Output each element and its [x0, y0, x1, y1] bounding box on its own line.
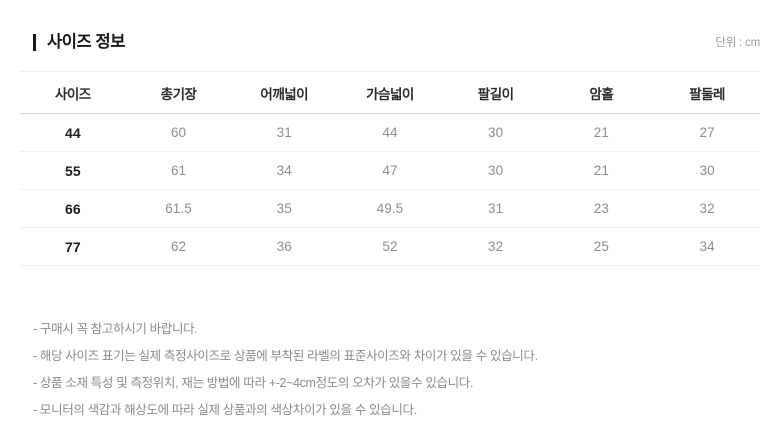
cell-sleeve-length: 32 [442, 227, 549, 266]
cell-total-length: 62 [125, 227, 232, 266]
column-header-size: 사이즈 [20, 71, 126, 114]
column-header-sleeve-circumference: 팔둘레 [654, 71, 760, 114]
note-item: - 해당 사이즈 표기는 실제 측정사이즈로 상품에 부착된 라벨의 표준사이즈… [33, 349, 538, 363]
cell-shoulder-width: 34 [231, 151, 338, 190]
page-title: 사이즈 정보 [33, 26, 125, 58]
cell-size: 77 [20, 227, 126, 266]
cell-sleeve-circumference: 32 [654, 189, 760, 228]
title-accent-bar [33, 33, 36, 51]
cell-sleeve-circumference: 34 [654, 227, 760, 266]
section-header: 사이즈 정보 단위 : cm [0, 26, 780, 58]
cell-chest-width: 44 [337, 113, 443, 152]
size-chart-table: 사이즈 총기장 어깨넓이 가슴넓이 팔길이 암홀 팔둘레 44 60 31 44… [20, 71, 760, 266]
cell-size: 55 [20, 151, 126, 190]
table-header-row: 사이즈 총기장 어깨넓이 가슴넓이 팔길이 암홀 팔둘레 [20, 71, 760, 114]
notes-list: - 구매시 꼭 참고하시기 바랍니다. - 해당 사이즈 표기는 실제 측정사이… [33, 316, 753, 424]
cell-size: 44 [20, 113, 126, 152]
cell-shoulder-width: 31 [231, 113, 338, 152]
cell-armhole: 23 [548, 189, 655, 228]
cell-shoulder-width: 36 [231, 227, 338, 266]
column-header-shoulder-width: 어깨넓이 [231, 71, 338, 114]
note-item: - 구매시 꼭 참고하시기 바랍니다. [33, 322, 198, 336]
table-body: 44 60 31 44 30 21 27 55 61 34 47 30 21 3… [20, 113, 760, 266]
page-title-text: 사이즈 정보 [47, 32, 126, 51]
cell-size: 66 [20, 189, 126, 228]
cell-sleeve-circumference: 27 [654, 113, 760, 152]
cell-chest-width: 52 [337, 227, 443, 266]
cell-total-length: 60 [125, 113, 232, 152]
column-header-chest-width: 가슴넓이 [337, 71, 443, 114]
note-item: - 상품 소재 특성 및 측정위치, 재는 방법에 따라 +-2~4cm정도의 … [33, 376, 474, 390]
cell-chest-width: 49.5 [337, 189, 443, 228]
cell-chest-width: 47 [337, 151, 443, 190]
cell-total-length: 61 [125, 151, 232, 190]
column-header-total-length: 총기장 [125, 71, 232, 114]
cell-armhole: 21 [548, 151, 655, 190]
cell-shoulder-width: 35 [231, 189, 338, 228]
unit-label: 단위 : cm [715, 37, 760, 49]
cell-sleeve-length: 30 [442, 151, 549, 190]
table-header: 사이즈 총기장 어깨넓이 가슴넓이 팔길이 암홀 팔둘레 [20, 71, 760, 114]
table-row: 55 61 34 47 30 21 30 [20, 151, 760, 190]
cell-sleeve-length: 30 [442, 113, 549, 152]
cell-armhole: 21 [548, 113, 655, 152]
column-header-armhole: 암홀 [548, 71, 655, 114]
table-row: 44 60 31 44 30 21 27 [20, 113, 760, 152]
cell-sleeve-length: 31 [442, 189, 549, 228]
table-row: 77 62 36 52 32 25 34 [20, 227, 760, 266]
cell-sleeve-circumference: 30 [654, 151, 760, 190]
cell-armhole: 25 [548, 227, 655, 266]
column-header-sleeve-length: 팔길이 [442, 71, 549, 114]
table-row: 66 61.5 35 49.5 31 23 32 [20, 189, 760, 228]
note-item: - 모니터의 색감과 해상도에 따라 실제 상품과의 색상차이가 있을 수 있습… [33, 403, 417, 417]
cell-total-length: 61.5 [125, 189, 232, 228]
